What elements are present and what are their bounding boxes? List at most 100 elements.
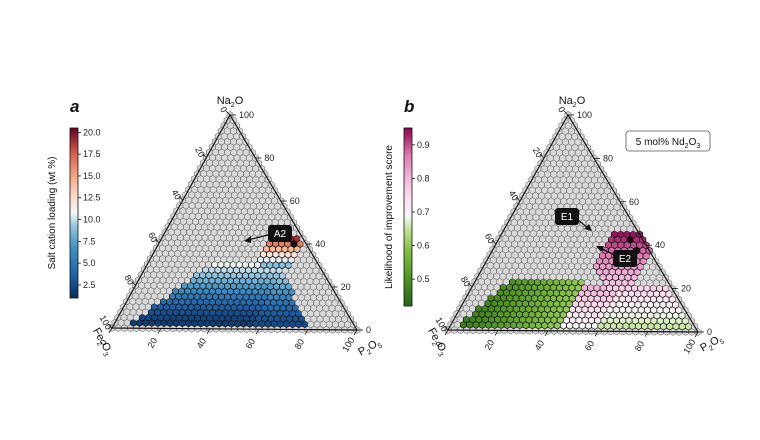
vertex-label-na2o-a: Na2O <box>217 95 244 109</box>
callout-arrow-e1 <box>577 219 589 229</box>
callout-arrowhead-a2 <box>244 236 251 243</box>
tick-label-right: 80 <box>264 153 274 163</box>
tick-mark <box>225 110 231 116</box>
tick-label-right: 100 <box>577 110 592 120</box>
colorbar-tick-label: 5.0 <box>83 258 96 268</box>
colorbar-tick-label: 0.6 <box>417 241 430 251</box>
tick-label-bottom: 40 <box>195 336 209 350</box>
panel-a: a 2.5 5.0 7.5 10.0 12.5 15.0 17.5 20.0 Salt cat… <box>47 95 384 360</box>
callout-label-a2: A2 <box>274 229 287 240</box>
tick-label-bottom: 20 <box>146 336 160 350</box>
tick-label-left: 0 <box>556 105 567 114</box>
tick-mark <box>644 331 649 337</box>
tick-mark <box>539 153 545 159</box>
tick-label-right: 60 <box>290 196 300 206</box>
tick-mark <box>353 329 358 336</box>
colorbar-b-ticks: 0.5 0.6 0.7 0.8 0.9 <box>412 140 430 284</box>
tick-label-bottom: 20 <box>483 338 497 352</box>
colorbar-tick-label: 0.8 <box>417 173 430 183</box>
callout-label-e2: E2 <box>619 254 632 265</box>
tick-label-right: 0 <box>707 327 712 337</box>
tick-label-bottom: 0 <box>434 340 445 349</box>
colorbar-tick-label: 0.9 <box>417 140 430 150</box>
callout-arrow-e2 <box>599 247 616 256</box>
tick-mark <box>107 323 113 329</box>
tick-label-right: 20 <box>341 282 351 292</box>
tick-label-bottom: 60 <box>583 339 597 353</box>
annotation-point <box>627 236 634 243</box>
tick-label-bottom: 60 <box>244 337 258 351</box>
tick-label-left: 40 <box>170 188 184 202</box>
tick-mark <box>108 327 113 334</box>
colorbar-tick-label: 0.7 <box>417 207 430 217</box>
tick-label-bottom: 80 <box>293 337 307 351</box>
callout-arrow-a2 <box>247 234 269 241</box>
tick-label-right: 40 <box>655 240 665 250</box>
vertex-label-na2o-b: Na2O <box>559 95 586 109</box>
tick-mark <box>443 325 449 331</box>
tick-mark <box>494 330 499 336</box>
tick-label-right: 40 <box>315 239 325 249</box>
vertex-label-p2o5-b: P2O5 <box>698 332 726 356</box>
tick-label-left: 20 <box>193 145 207 159</box>
tick-mark <box>594 330 599 337</box>
tick-mark <box>131 281 136 286</box>
tick-mark <box>178 195 184 201</box>
colorbar-tick-label: 12.5 <box>83 193 101 203</box>
vertex-label-p2o5-a: P2O5 <box>356 336 384 360</box>
colorbar-tick-label: 17.5 <box>83 149 101 159</box>
tick-label-right: 80 <box>603 153 613 163</box>
tick-label-right: 60 <box>629 197 639 207</box>
tick-mark <box>444 329 449 336</box>
colorbar-a <box>69 127 79 299</box>
colorbar-a-ticks: 2.5 5.0 7.5 10.0 12.5 15.0 17.5 20.0 <box>78 127 101 290</box>
tick-mark <box>202 153 207 158</box>
callout-arrowhead-e1 <box>584 224 592 231</box>
callout-arrowhead-e2 <box>596 246 604 252</box>
callout-label-e1: E1 <box>561 212 574 223</box>
tick-mark <box>157 328 162 334</box>
tick-label-bottom: 100 <box>340 335 356 353</box>
tick-mark <box>563 110 569 116</box>
panel-letter-a: a <box>70 97 79 116</box>
panel-letter-b: b <box>404 97 414 116</box>
colorbar-tick-label: 2.5 <box>83 280 96 290</box>
tick-label-right: 0 <box>366 325 371 335</box>
tick-mark <box>544 330 549 337</box>
callout-box-e1 <box>555 208 579 225</box>
tick-mark <box>154 238 160 244</box>
triangle-frame-b <box>446 113 700 333</box>
tick-label-right: 100 <box>239 110 254 120</box>
tick-mark <box>467 282 473 288</box>
tick-label-left: 80 <box>459 275 473 289</box>
triangle-frame-a <box>110 113 359 331</box>
colorbar-tick-label: 15.0 <box>83 171 101 181</box>
colorbar-tick-label: 7.5 <box>83 236 96 246</box>
triangle-outline <box>110 113 359 331</box>
tick-label-bottom: 40 <box>533 338 547 352</box>
tick-label-bottom: 100 <box>681 337 697 355</box>
tick-label-left: 20 <box>531 146 545 160</box>
tick-label-right: 20 <box>681 284 691 294</box>
tick-label-bottom: 80 <box>633 339 647 353</box>
colorbar-b-title: Likelihood of improvement score <box>384 145 395 289</box>
colorbar-a-title: Salt cation loading (wt %) <box>47 157 58 270</box>
colorbar-tick-label: 20.0 <box>83 127 101 137</box>
tick-mark <box>694 331 699 338</box>
tick-label-left: 0 <box>218 105 229 114</box>
colorbar-tick-label: 10.0 <box>83 215 101 225</box>
tick-mark <box>255 328 260 335</box>
hex-grid-a <box>108 111 361 334</box>
tick-mark <box>206 328 211 335</box>
tick-label-bottom: 0 <box>98 338 109 347</box>
tick-label-left: 60 <box>483 232 497 246</box>
tick-label-left: 40 <box>507 189 521 203</box>
annotation-point <box>290 240 298 248</box>
tick-label-left: 60 <box>146 230 160 244</box>
note-text-b: 5 mol% Nd2O3 <box>636 137 701 150</box>
colorbar-b <box>403 127 413 307</box>
panel-b: b 0.5 0.6 0.7 0.8 0.9 Likelihood of improvem… <box>384 95 726 358</box>
tick-mark <box>515 196 521 202</box>
callout-box-e2 <box>613 250 637 267</box>
